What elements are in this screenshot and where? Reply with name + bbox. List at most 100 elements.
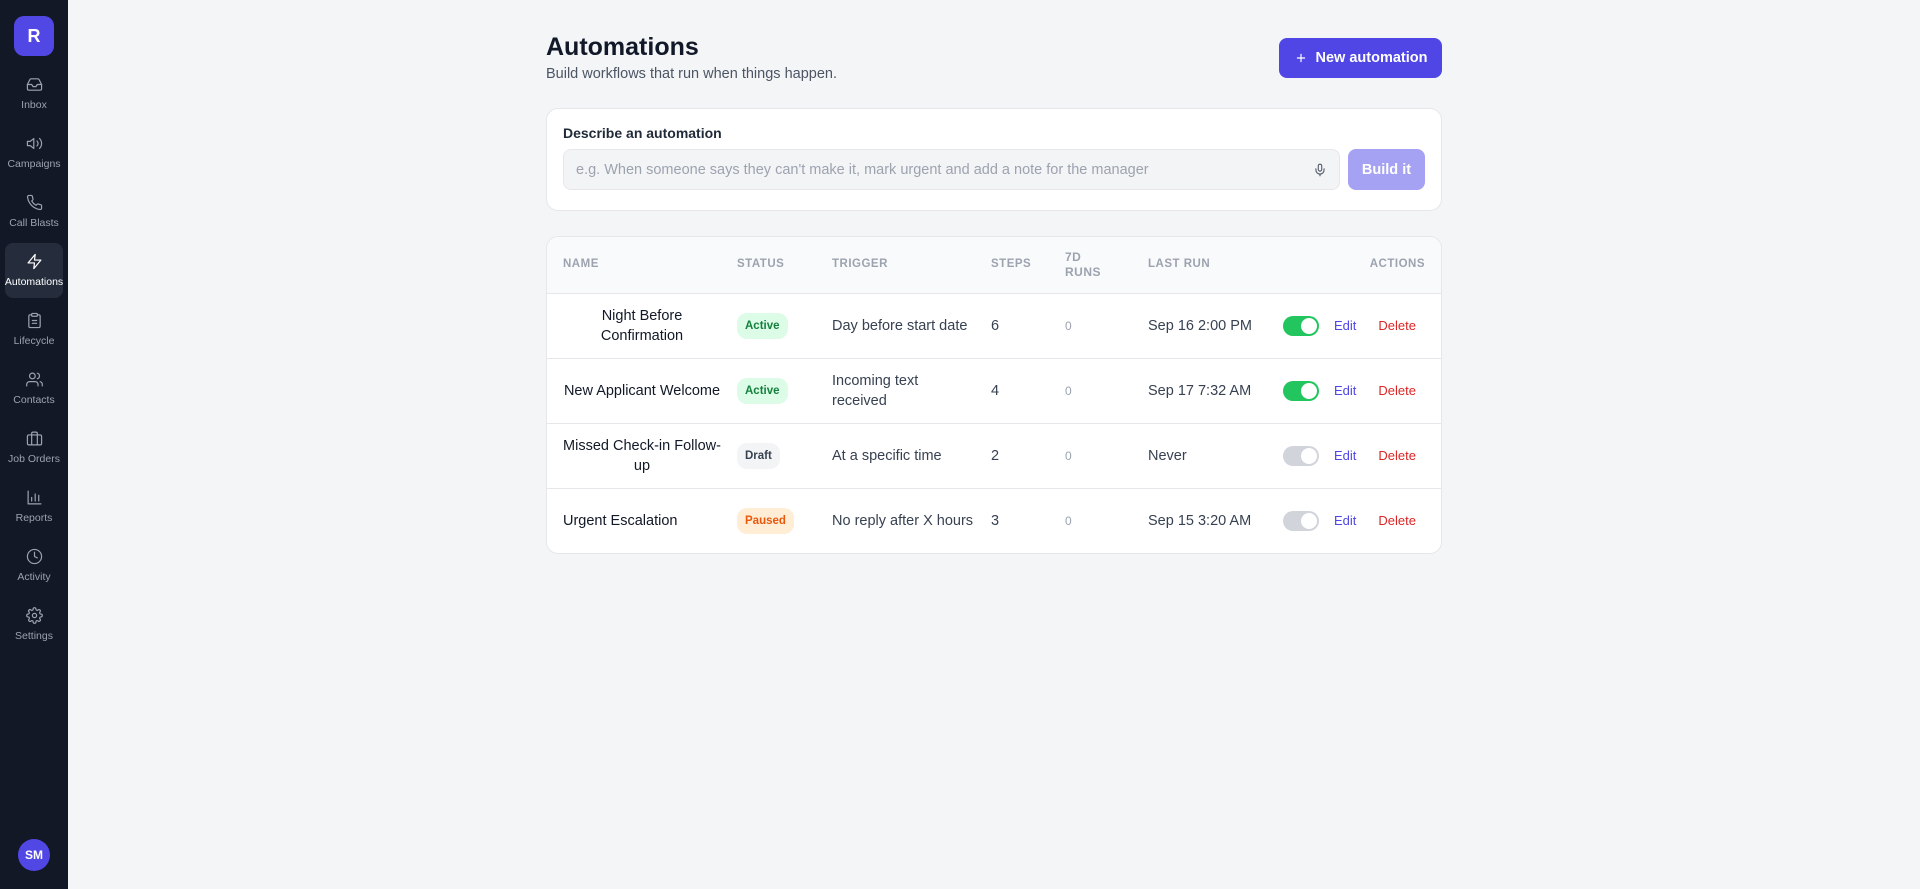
sidebar-item-activity[interactable]: Activity <box>5 538 63 593</box>
sidebar-item-label: Automations <box>4 276 64 288</box>
trigger-cell: No reply after X hours <box>832 512 974 529</box>
describe-row: Build it <box>563 149 1425 190</box>
edit-link[interactable]: Edit <box>1334 447 1357 463</box>
status-badge: Active <box>737 312 788 339</box>
edit-link[interactable]: Edit <box>1334 317 1357 333</box>
sidebar-item-call-blasts[interactable]: Call Blasts <box>5 184 63 239</box>
toggle-knob <box>1301 512 1318 529</box>
sidebar-item-campaigns[interactable]: Campaigns <box>5 125 63 180</box>
delete-link[interactable]: Delete <box>1378 512 1416 528</box>
runs-header-line1: 7D <box>1065 249 1082 264</box>
table-header-row: Name Status Trigger Steps 7D Runs Last Ru… <box>547 237 1441 293</box>
delete-link[interactable]: Delete <box>1378 317 1416 333</box>
build-it-button[interactable]: Build it <box>1348 149 1425 190</box>
briefcase-icon <box>26 431 42 446</box>
table-row[interactable]: Night Before Confirmation Active Day bef… <box>547 293 1441 358</box>
sidebar-item-label: Reports <box>15 512 53 524</box>
lightning-icon <box>27 253 41 270</box>
column-header-name: Name <box>563 258 599 271</box>
row-actions: Edit Delete <box>1265 445 1441 466</box>
table-header: Name Status Trigger Steps 7D Runs Last Ru… <box>547 237 1441 293</box>
runs-cell: 0 <box>1065 383 1072 398</box>
users-icon <box>25 372 43 387</box>
sidebar-item-label: Contacts <box>13 394 55 406</box>
runs-header-line2: Runs <box>1065 264 1102 279</box>
delete-link[interactable]: Delete <box>1378 447 1416 463</box>
sidebar-item-label: Call Blasts <box>9 217 59 229</box>
automation-name[interactable]: Night Before Confirmation <box>600 307 684 344</box>
status-badge: Draft <box>737 442 780 469</box>
app-logo[interactable]: R <box>14 16 54 56</box>
new-automation-button[interactable]: New automation <box>1279 38 1442 78</box>
describe-automation-card: Describe an automation Build it <box>546 108 1442 211</box>
status-badge: Paused <box>737 507 794 534</box>
trigger-cell: At a specific time <box>832 447 942 464</box>
table-row[interactable]: New Applicant Welcome Active Incoming te… <box>547 358 1441 423</box>
table-row[interactable]: Urgent Escalation Paused No reply after … <box>547 488 1441 553</box>
sidebar-item-settings[interactable]: Settings <box>5 597 63 652</box>
steps-cell: 2 <box>991 447 1000 464</box>
steps-cell: 3 <box>991 512 1000 529</box>
automations-table-card: Name Status Trigger Steps 7D Runs Last Ru… <box>546 236 1442 554</box>
last-run-cell: Sep 17 7:32 AM <box>1148 382 1252 399</box>
automation-name[interactable]: New Applicant Welcome <box>563 382 721 399</box>
enable-toggle[interactable] <box>1283 380 1320 401</box>
table-row[interactable]: Missed Check-in Follow-up Draft At a spe… <box>547 423 1441 488</box>
column-header-steps: Steps <box>991 258 1032 271</box>
delete-link[interactable]: Delete <box>1378 382 1416 398</box>
trigger-cell: Incoming text received <box>832 372 919 409</box>
table-body: Night Before Confirmation Active Day bef… <box>547 293 1441 553</box>
sidebar-item-reports[interactable]: Reports <box>5 479 63 534</box>
steps-cell: 4 <box>991 382 1000 399</box>
automation-name[interactable]: Missed Check-in Follow-up <box>563 437 721 474</box>
sidebar-item-lifecycle[interactable]: Lifecycle <box>5 302 63 357</box>
sidebar-item-label: Activity <box>17 571 51 583</box>
new-automation-label: New automation <box>1315 50 1428 66</box>
phone-icon <box>26 194 42 211</box>
toggle-knob <box>1301 382 1318 399</box>
bar-chart-icon <box>27 490 41 505</box>
microphone-icon[interactable] <box>1313 163 1327 177</box>
edit-link[interactable]: Edit <box>1334 382 1357 398</box>
automation-name[interactable]: Urgent Escalation <box>563 512 678 529</box>
enable-toggle[interactable] <box>1283 445 1320 466</box>
sidebar-item-job-orders[interactable]: Job Orders <box>5 420 63 475</box>
edit-link[interactable]: Edit <box>1334 512 1357 528</box>
column-header-actions: Actions <box>1369 258 1425 271</box>
steps-cell: 6 <box>991 317 1000 334</box>
sidebar-nav: Inbox Campaigns Call Blasts Automations … <box>0 66 68 656</box>
sidebar-item-label: Campaigns <box>7 158 61 170</box>
sidebar-item-inbox[interactable]: Inbox <box>5 66 63 121</box>
column-header-7d-runs: 7D Runs <box>1065 237 1148 293</box>
describe-automation-input[interactable] <box>576 161 1313 178</box>
sidebar-item-automations[interactable]: Automations <box>5 243 63 298</box>
sidebar-item-label: Job Orders <box>8 453 60 465</box>
user-avatar[interactable]: SM <box>18 839 50 871</box>
page-header: Automations Build workflows that run whe… <box>546 0 1442 108</box>
row-actions: Edit Delete <box>1265 315 1441 336</box>
gear-icon <box>25 607 43 624</box>
last-run-cell: Never <box>1148 447 1187 464</box>
clipboard-icon <box>27 312 41 329</box>
page-subtitle: Build workflows that run when things hap… <box>546 66 837 82</box>
runs-cell: 0 <box>1065 448 1072 463</box>
sidebar-item-label: Lifecycle <box>13 335 55 347</box>
plus-icon <box>1296 53 1305 63</box>
toggle-knob <box>1301 447 1318 464</box>
enable-toggle[interactable] <box>1283 315 1320 336</box>
clock-icon <box>26 548 42 565</box>
automations-table: Name Status Trigger Steps 7D Runs Last Ru… <box>547 237 1441 553</box>
enable-toggle[interactable] <box>1283 510 1320 531</box>
inbox-icon <box>26 78 42 91</box>
toggle-knob <box>1301 317 1318 334</box>
sidebar: R Inbox Campaigns Call Blasts Automation… <box>0 0 68 889</box>
sidebar-item-label: Settings <box>15 630 53 642</box>
column-header-last-run: Last Run <box>1148 258 1211 271</box>
column-header-trigger: Trigger <box>832 258 888 271</box>
main-content: Automations Build workflows that run whe… <box>546 0 1442 554</box>
sidebar-item-label: Inbox <box>21 99 47 111</box>
describe-automation-label: Describe an automation <box>563 125 722 141</box>
sidebar-item-contacts[interactable]: Contacts <box>5 361 63 416</box>
last-run-cell: Sep 15 3:20 AM <box>1148 512 1252 529</box>
status-badge: Active <box>737 377 788 404</box>
